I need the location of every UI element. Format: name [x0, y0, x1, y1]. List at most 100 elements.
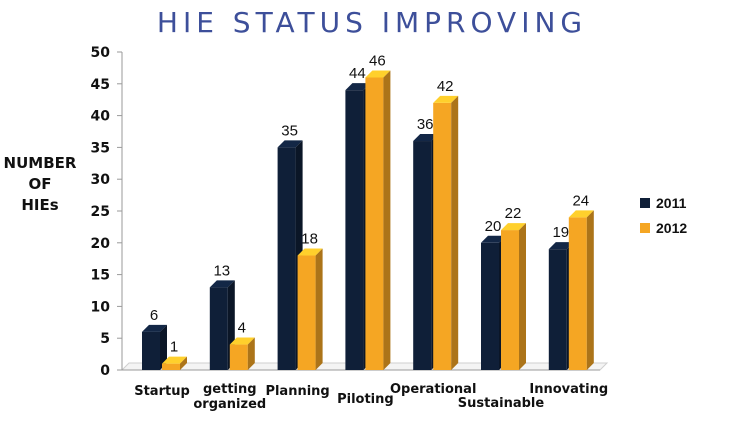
bar-value-label: 36	[417, 116, 434, 133]
x-category-label: Sustainable	[458, 396, 545, 411]
bar-side	[247, 337, 255, 370]
x-category-label: Innovating	[529, 382, 608, 397]
x-category-label: getting organized	[193, 382, 266, 412]
x-category-label-line: getting	[203, 382, 257, 397]
bar-side	[586, 210, 594, 370]
bar-value-label: 44	[349, 65, 366, 82]
bar-side	[451, 95, 459, 370]
x-category-label-line: Planning	[265, 384, 329, 399]
bar-top	[229, 337, 255, 345]
bar-value-label: 1	[170, 339, 178, 356]
bar-2012	[297, 248, 323, 370]
bar-value-label: 22	[505, 205, 522, 222]
bar-top	[297, 248, 323, 256]
bar-value-label: 24	[572, 192, 589, 209]
bar-front	[365, 77, 384, 370]
legend-swatch-2012	[640, 223, 650, 233]
bar-side	[383, 70, 391, 370]
bar-front	[568, 217, 587, 370]
x-category-label: Piloting	[337, 392, 394, 407]
x-category-label-line: Innovating	[529, 382, 608, 397]
bar-front	[142, 331, 160, 370]
bar-value-label: 42	[437, 78, 454, 95]
bar-top	[277, 140, 303, 148]
bar-top	[413, 134, 439, 142]
bar-value-label: 20	[485, 218, 502, 235]
y-tick-label: 30	[91, 172, 111, 188]
bar-side	[315, 248, 323, 370]
bar-top	[548, 242, 574, 250]
bar-top	[162, 356, 187, 364]
bar-top	[433, 95, 459, 103]
y-axis-label-line: OF	[29, 175, 52, 193]
bar-2012	[568, 210, 594, 370]
bar-top	[501, 223, 526, 231]
bar-value-label: 4	[238, 320, 246, 337]
y-tick-label: 15	[91, 268, 110, 284]
x-category-label-line: Sustainable	[458, 396, 545, 411]
x-category-label: Planning	[265, 384, 329, 399]
x-category-label: Operational	[390, 382, 476, 397]
bar-front	[297, 255, 316, 370]
x-category-label: Startup	[134, 384, 190, 399]
y-tick-label: 20	[91, 236, 111, 252]
bar-front	[433, 102, 452, 370]
y-tick-label: 5	[100, 331, 110, 347]
y-tick-label: 25	[91, 204, 110, 220]
bar-side	[160, 324, 167, 370]
bar-top	[365, 70, 391, 78]
bar-front	[162, 363, 180, 370]
x-category-label-line: Operational	[390, 382, 476, 397]
x-category-label-line: Startup	[134, 384, 190, 399]
bar-2012	[229, 337, 255, 370]
bar-top	[345, 83, 371, 91]
bar-front	[413, 141, 432, 370]
bar-value-label: 18	[301, 231, 318, 248]
x-category-label-line: organized	[193, 397, 266, 412]
bar-2012	[365, 70, 391, 370]
bar-front	[548, 249, 567, 370]
bars	[142, 70, 594, 370]
bar-front	[277, 147, 296, 370]
y-tick-label: 40	[91, 109, 111, 125]
bar-2012	[501, 223, 526, 370]
bar-value-label: 19	[552, 224, 569, 241]
bar-2012	[433, 95, 459, 370]
y-tick-label: 0	[100, 363, 110, 379]
y-tick-label: 45	[91, 77, 110, 93]
bar-side	[180, 356, 187, 370]
legend: 2011 2012	[640, 195, 687, 236]
bar-2012	[162, 356, 187, 370]
bar-top	[568, 210, 594, 218]
bar-value-label: 35	[281, 122, 298, 139]
x-category-label-line: Piloting	[337, 392, 394, 407]
y-tick-label: 50	[91, 45, 111, 61]
bar-value-label: 6	[150, 307, 158, 324]
bar-front	[501, 230, 519, 370]
bar-front	[209, 287, 228, 370]
bar-value-label: 46	[369, 52, 386, 69]
legend-label-2012: 2012	[656, 220, 687, 236]
bar-top	[209, 280, 235, 288]
legend-label-2011: 2011	[656, 195, 687, 211]
x-axis: Startup getting organizedPlanningPilotingO…	[134, 382, 608, 412]
bar-value-label: 13	[213, 262, 230, 279]
y-axis-label-line: HIEs	[21, 196, 58, 214]
bar-top	[481, 235, 506, 243]
bar-2011	[142, 324, 167, 370]
y-tick-label: 10	[91, 299, 111, 315]
y-axis: 0 5 10 15 20 25 30 35 40 45 50	[91, 45, 123, 379]
y-tick-label: 35	[91, 140, 110, 156]
legend-swatch-2011	[640, 198, 650, 208]
bar-front	[345, 90, 364, 370]
bar-top	[142, 324, 167, 332]
chart-title: HIE STATUS IMPROVING	[157, 6, 587, 39]
y-axis-label-line: NUMBER	[4, 154, 77, 172]
y-axis-title: NUMBER OF HIEs	[4, 154, 77, 214]
bar-front	[481, 242, 499, 370]
bar-front	[229, 344, 248, 370]
bar-side	[519, 223, 526, 370]
